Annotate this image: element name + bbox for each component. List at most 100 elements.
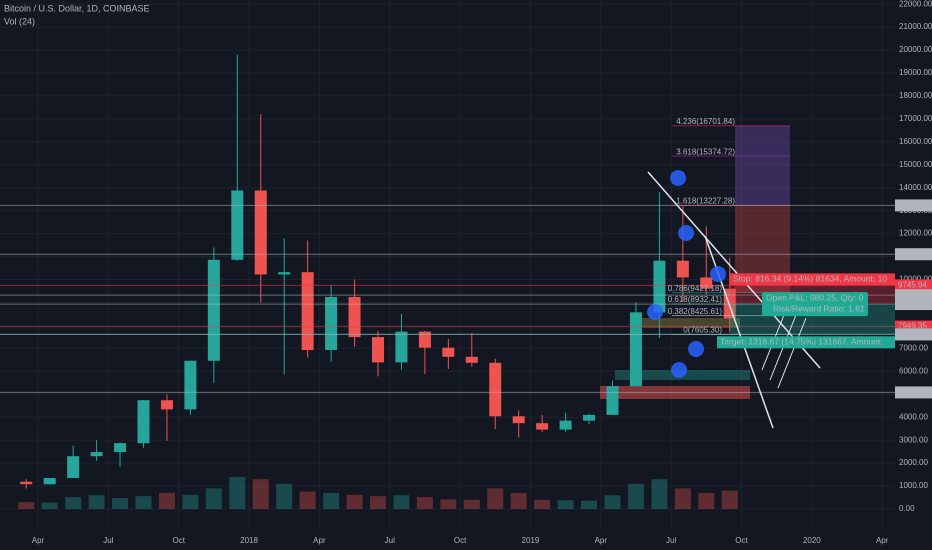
candle-body	[207, 259, 220, 361]
volume-bar	[604, 495, 621, 510]
candle-body	[583, 414, 596, 421]
candle-body	[160, 400, 173, 410]
candle-body	[465, 356, 478, 363]
candle-body	[700, 277, 713, 289]
volume-bar	[135, 496, 152, 510]
price-label-box	[895, 298, 932, 311]
price-label-box	[895, 199, 932, 212]
candle-body	[489, 362, 502, 417]
marker	[671, 362, 688, 392]
fib-label: 4.236(16701.84)	[676, 117, 735, 126]
x-tick-label: Jul	[103, 536, 113, 545]
volume-bar	[346, 494, 363, 510]
volume-bar	[440, 499, 457, 510]
y-tick-label: 2000.00	[899, 458, 928, 467]
trend-line	[647, 171, 821, 369]
indicator-label: Vol (24)	[4, 16, 35, 26]
y-tick-label: 15000.00	[899, 160, 932, 169]
marker	[688, 341, 705, 371]
x-tick-label: 2019	[522, 536, 540, 545]
y-tick-label: 21000.00	[899, 22, 932, 31]
volume-bar	[229, 476, 246, 510]
fib-label: 0.786(9427.18)	[668, 284, 723, 293]
y-tick-label: 14000.00	[899, 183, 932, 192]
x-tick-label: 2020	[803, 536, 821, 545]
price-label-box	[895, 248, 932, 261]
fib-zone	[735, 125, 790, 206]
stop-label: Stop: 816.34 (9.14%) 81634, Amount: 10	[733, 274, 887, 284]
pnl-box	[762, 292, 868, 317]
drawings	[647, 170, 821, 429]
volume-bar	[510, 492, 527, 510]
price-axis	[895, 0, 932, 530]
stop-box	[730, 273, 895, 286]
price-label: 13228.65	[898, 201, 932, 210]
price-label: 9318.94	[898, 290, 927, 299]
pnl-label: Open P&L: 980.25, Qty: 0	[766, 292, 864, 302]
volume-bar	[463, 499, 480, 510]
price-label: 8929.60	[898, 299, 927, 308]
volume-bar	[581, 500, 598, 510]
x-tick-label: Oct	[172, 536, 185, 545]
y-tick-label: 18000.00	[899, 91, 932, 100]
volume-bar	[557, 500, 574, 510]
candle-body	[348, 296, 361, 338]
candle-body	[676, 260, 689, 278]
target-box	[717, 336, 895, 349]
x-tick-label: 2018	[240, 536, 258, 545]
price-label-box	[895, 279, 932, 292]
marker	[710, 266, 727, 296]
y-tick-label: 20000.00	[899, 45, 932, 54]
rr-label: Risk/Reward Ratio: 1.61	[773, 303, 865, 313]
candle-body	[606, 386, 619, 415]
candle-body	[137, 400, 150, 444]
y-tick-label: 19000.00	[899, 68, 932, 77]
candle-body	[67, 456, 80, 479]
candle-body	[653, 260, 666, 313]
y-tick-label: 4000.00	[899, 412, 928, 421]
y-tick-label: 6000.00	[899, 366, 928, 375]
candle-body	[536, 423, 549, 430]
volume-bar	[18, 502, 35, 510]
volume-bar	[65, 497, 82, 510]
price-label: 9745.94	[898, 280, 927, 289]
x-tick-label: Apr	[876, 536, 889, 545]
candle-body	[43, 478, 56, 485]
candle-body	[90, 452, 103, 457]
volume-bar	[370, 496, 386, 510]
x-tick-label: Jul	[385, 536, 395, 545]
y-tick-label: 3000.00	[899, 435, 928, 444]
x-tick-label: Jul	[666, 536, 676, 545]
marker	[670, 170, 687, 200]
volume-bar	[323, 492, 340, 510]
x-tick-label: Apr	[595, 536, 608, 545]
candle-body	[278, 272, 291, 275]
volume-bar	[721, 490, 738, 510]
zone	[630, 318, 740, 328]
y-tick-label: 16000.00	[899, 137, 932, 146]
y-tick-label: 22000.00	[899, 0, 932, 8]
candle-body	[301, 272, 314, 350]
candle-body	[184, 360, 197, 410]
candle-body	[512, 416, 525, 424]
target-label: Target: 1316.67 (14.75%) 131667, Amount:	[720, 337, 883, 347]
y-tick-label: 0.00	[899, 504, 915, 513]
x-tick-label: Oct	[454, 536, 467, 545]
volume-bar	[487, 488, 504, 510]
volume-bar	[299, 491, 316, 510]
volume-bar	[416, 497, 433, 510]
price-label-box	[895, 386, 932, 399]
y-tick-label: 17000.00	[899, 114, 932, 123]
labels: 4.236(16701.84) 3.618(15374.72) 1.618(1322…	[668, 117, 895, 349]
fib-label: 0.382(8425.61)	[668, 307, 723, 316]
marker	[647, 304, 664, 334]
candle-body	[629, 312, 642, 387]
fib-label: 1.618(13227.28)	[676, 197, 735, 206]
candle-body	[418, 331, 431, 348]
y-tick-label: 12000.00	[899, 229, 932, 238]
volume-bar	[41, 502, 58, 510]
candle-body	[395, 331, 408, 363]
symbol-title: Bitcoin / U.S. Dollar, 1D, COINBASE	[4, 3, 150, 13]
